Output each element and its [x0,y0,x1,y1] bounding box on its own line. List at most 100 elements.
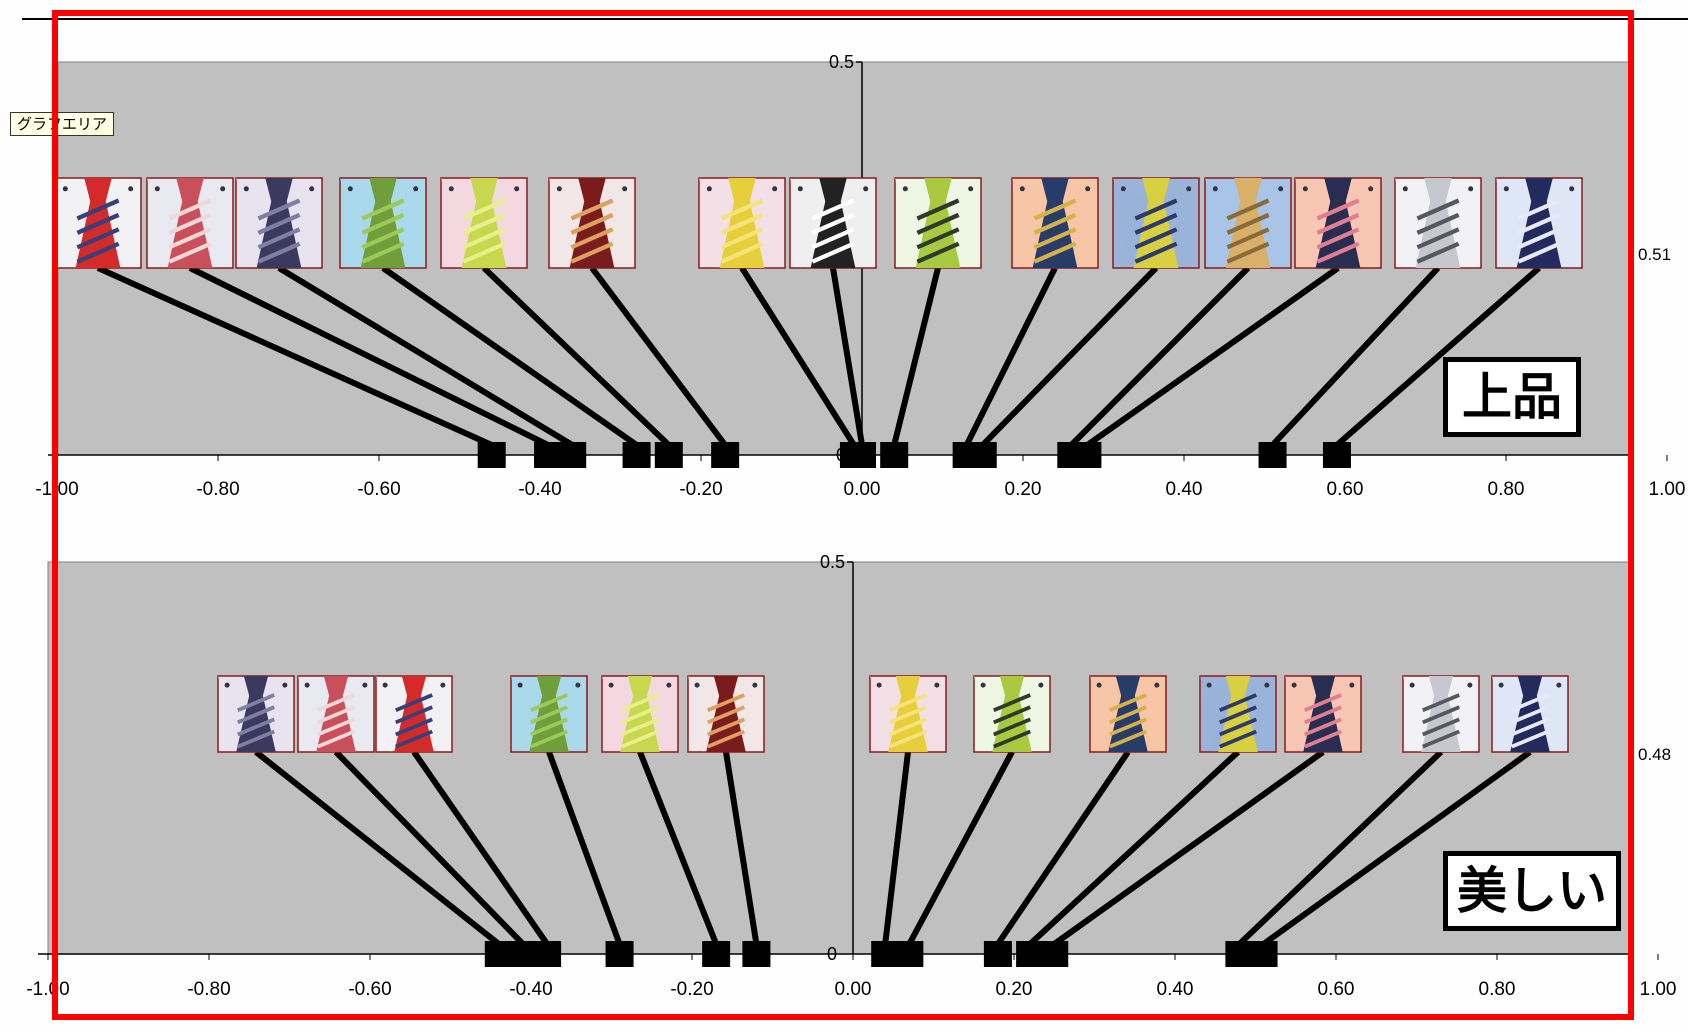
tie-thumbnail [375,675,453,753]
leader-line [906,750,1015,946]
data-point-marker [1073,442,1102,468]
leader-line [333,749,526,947]
data-point-marker [848,442,876,468]
leader-line [891,267,941,446]
chart-area-tooltip: グラフエリア [10,112,115,136]
leader-line [1085,265,1340,448]
leader-line [1270,265,1441,448]
data-point-marker [533,941,562,967]
data-point-marker [968,442,997,468]
x-tick-label: 0.20 [996,979,1033,1000]
x-tick-label: 0.40 [1166,479,1203,500]
data-point-marker [702,941,731,967]
tie-thumbnail [1199,675,1277,753]
tie-thumbnail [548,177,636,269]
x-tick-label: 0.60 [1327,479,1364,500]
data-point-marker [477,442,506,468]
data-point-marker [558,442,587,468]
leader-line [96,265,493,448]
tie-thumbnail [789,177,877,269]
leader-line [1334,265,1541,448]
x-tick-label: -0.20 [679,479,722,500]
tie-thumbnail [297,675,375,753]
chart2-title-label: 美しい [1443,851,1621,931]
tie-thumbnail [601,675,679,753]
tie-thumbnail [687,675,765,753]
x-tick-label: 0.00 [835,979,872,1000]
leader-line [830,267,865,446]
tie-thumbnail [440,177,528,269]
y-tick-label: 0 [827,944,837,964]
data-point-marker [1225,941,1254,967]
tie-thumbnail [973,675,1051,753]
right-value-label: 0.48 [1638,745,1671,764]
right-value-label: 0.51 [1638,245,1671,264]
tie-thumbnail [235,177,323,269]
x-tick-label: -0.20 [670,979,713,1000]
tie-thumbnail [1284,675,1362,753]
top-divider [22,18,1688,20]
tie-thumbnail [1011,177,1099,269]
data-point-marker [742,941,771,967]
x-tick-label: 1.00 [1649,479,1686,500]
leader-line [882,751,911,945]
tie-thumbnail [339,177,427,269]
data-point-marker [605,941,634,967]
leader-line [963,266,1058,447]
tie-thumbnail [698,177,786,269]
tie-thumbnail [1394,177,1482,269]
data-point-marker [880,442,909,468]
tie-thumbnail [869,675,947,753]
leader-line [277,265,574,448]
leader-line [546,750,623,946]
tie-thumbnail [894,177,982,269]
leader-line [1052,749,1325,947]
data-point-marker [1322,442,1351,468]
leader-line [1261,749,1532,947]
tie-thumbnail [510,675,588,753]
x-tick-label: 0.20 [1005,479,1042,500]
x-tick-label: 0.60 [1318,979,1355,1000]
tie-thumbnail [1112,177,1200,269]
x-tick-label: -1.00 [35,479,78,500]
leader-line [980,265,1159,448]
data-point-marker [622,442,651,468]
leader-line [1069,265,1251,448]
leader-line [1028,749,1241,947]
x-tick-label: -1.00 [26,979,69,1000]
x-tick-label: 0.80 [1488,479,1525,500]
data-point-marker [654,442,683,468]
data-point-marker [1258,442,1287,468]
tie-thumbnail [1491,675,1569,753]
leader-line [637,750,719,946]
data-point-marker [871,941,900,967]
tie-thumbnail [1089,675,1167,753]
leader-line [254,749,501,947]
x-tick-label: -0.60 [348,979,391,1000]
x-tick-label: -0.40 [509,979,552,1000]
plot-area [47,561,1631,955]
data-point-marker [895,941,924,967]
data-point-marker [534,442,563,468]
tie-thumbnail [1204,177,1292,269]
data-point-marker [711,442,740,468]
y-tick-label: 0.5 [820,552,845,572]
data-point-marker [1040,941,1069,967]
leader-line [1237,749,1444,947]
data-point-marker [508,941,537,967]
leader-line [589,266,728,447]
y-tick-label: 0.5 [829,52,854,72]
x-tick-label: -0.80 [187,979,230,1000]
data-point-marker [484,941,513,967]
x-tick-label: 1.00 [1640,979,1677,1000]
tie-thumbnail [1402,675,1480,753]
chart1-title-label: 上品 [1443,357,1581,437]
data-point-marker [983,941,1012,967]
x-tick-label: 0.80 [1479,979,1516,1000]
tie-thumbnail [54,177,142,269]
tie-thumbnail [146,177,234,269]
leader-line [411,750,550,946]
x-tick-label: 0.00 [844,479,881,500]
